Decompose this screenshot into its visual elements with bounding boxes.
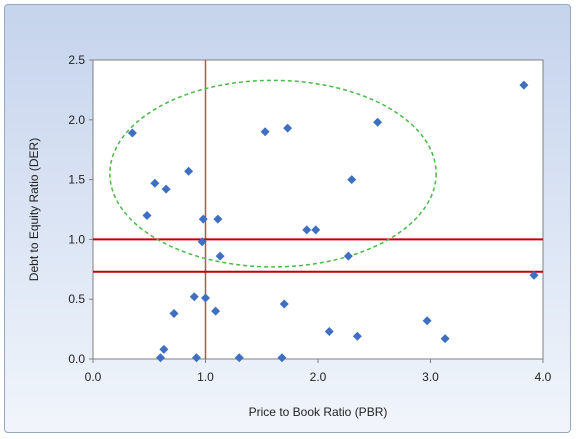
- y-tick-label-2: 1.0: [68, 232, 85, 246]
- y-tick-label-5: 2.5: [68, 53, 85, 67]
- y-tick-label-1: 0.5: [68, 292, 85, 306]
- x-axis-title: Price to Book Ratio (PBR): [249, 405, 388, 419]
- y-tick-label-0: 0.0: [68, 352, 85, 366]
- x-tick-label-0: 0.0: [85, 370, 102, 384]
- plot-area: [93, 60, 543, 359]
- x-tick-label-3: 3.0: [422, 370, 439, 384]
- y-tick-label-3: 1.5: [68, 173, 85, 187]
- x-tick-label-4: 4.0: [535, 370, 552, 384]
- x-tick-label-2: 2.0: [310, 370, 327, 384]
- x-tick-label-1: 1.0: [197, 370, 214, 384]
- y-axis-title: Debt to Equity Ratio (DER): [27, 138, 41, 281]
- y-tick-label-4: 2.0: [68, 113, 85, 127]
